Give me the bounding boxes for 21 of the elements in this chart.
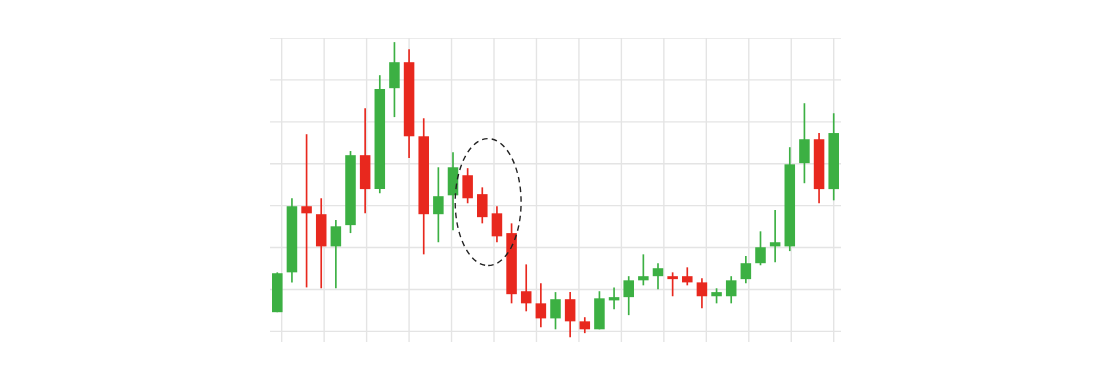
candlestick bbox=[301, 133, 312, 289]
candlestick bbox=[564, 291, 576, 339]
candlestick bbox=[682, 266, 693, 287]
candlestick bbox=[667, 271, 678, 298]
candlestick bbox=[696, 277, 708, 310]
candlestick bbox=[638, 253, 649, 287]
candlestick bbox=[623, 275, 634, 316]
candlestick bbox=[740, 255, 752, 285]
candlestick bbox=[535, 282, 547, 329]
candlestick bbox=[725, 275, 737, 305]
candlestick bbox=[477, 186, 488, 225]
candlestick bbox=[550, 291, 561, 331]
candlestick bbox=[652, 262, 664, 291]
candlestick bbox=[799, 102, 810, 185]
candlestick bbox=[433, 166, 444, 244]
candlestick bbox=[755, 230, 766, 267]
candlestick bbox=[462, 167, 473, 205]
candlestick bbox=[520, 263, 532, 313]
candlestick bbox=[491, 205, 503, 244]
candlestick bbox=[769, 209, 781, 264]
candlestick bbox=[330, 219, 342, 290]
